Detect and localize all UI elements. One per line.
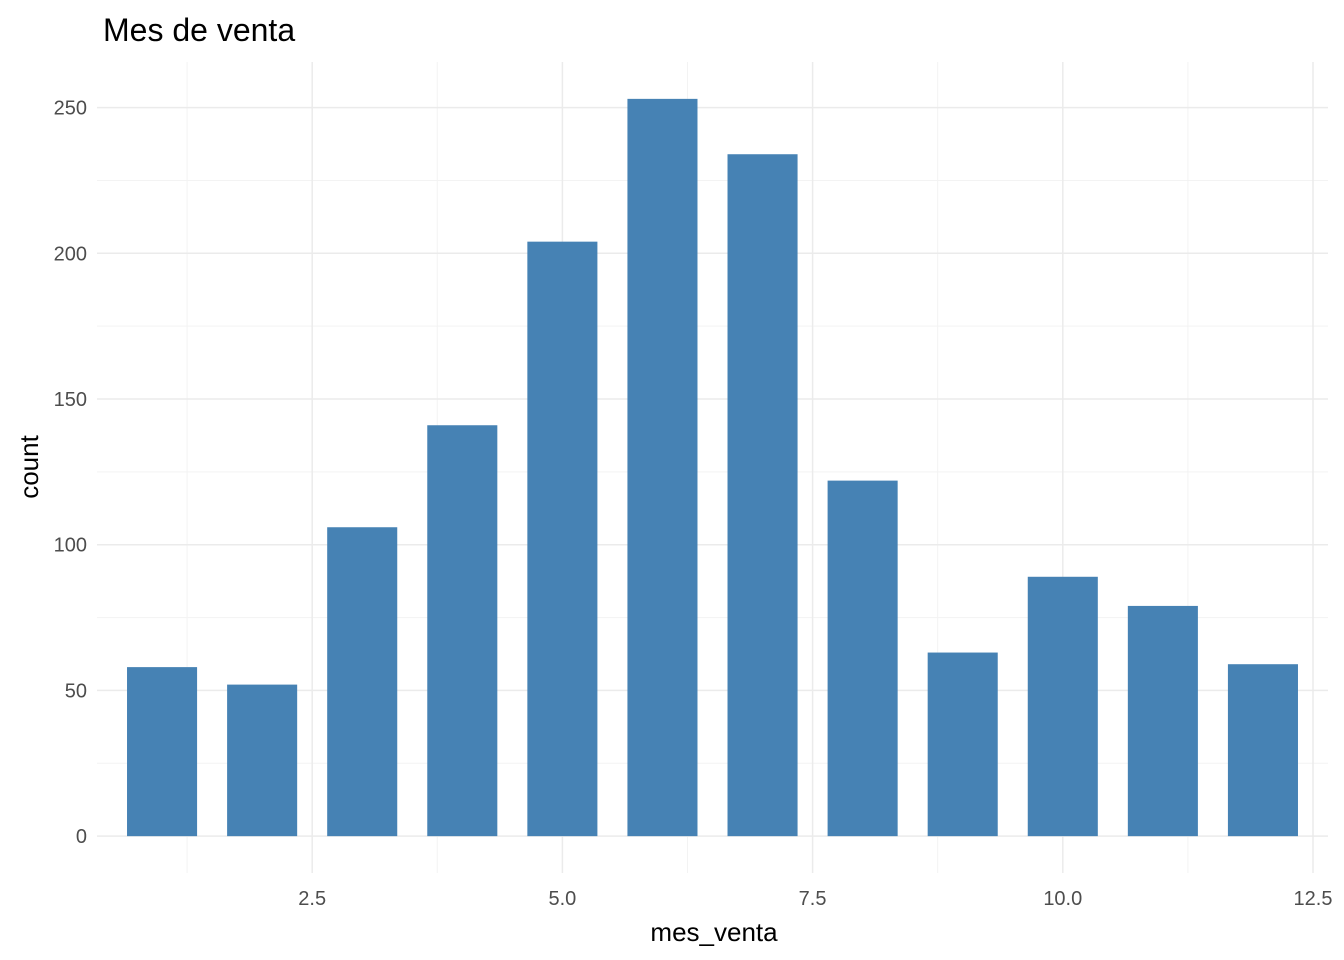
x-tick-label: 5.0 (548, 888, 576, 910)
bar-11 (1127, 605, 1198, 837)
y-axis-title: count (14, 434, 44, 498)
y-tick-label: 100 (54, 535, 87, 557)
x-tick-label: 2.5 (298, 888, 326, 910)
bar-8 (827, 480, 898, 837)
bar-6 (627, 98, 698, 837)
bar-9 (927, 652, 998, 837)
y-tick-label: 50 (65, 680, 87, 702)
bar-2 (227, 684, 298, 837)
bar-12 (1227, 664, 1298, 837)
y-tick-labels: 0 50 100 150 200 250 (54, 98, 87, 849)
x-axis-title: mes_venta (650, 917, 778, 947)
bar-1 (127, 667, 198, 837)
y-tick-label: 0 (76, 826, 87, 848)
x-tick-label: 10.0 (1043, 888, 1082, 910)
bar-5 (527, 241, 598, 837)
chart-title: Mes de venta (103, 12, 295, 48)
y-tick-label: 200 (54, 243, 87, 265)
bar-7 (727, 154, 798, 837)
bars (127, 98, 1298, 837)
x-tick-label: 7.5 (799, 888, 827, 910)
x-tick-labels: 2.5 5.0 7.5 10.0 12.5 (298, 888, 1332, 910)
bar-10 (1027, 576, 1098, 837)
y-tick-label: 150 (54, 389, 87, 411)
bar-4 (427, 425, 498, 837)
bar-3 (327, 527, 398, 837)
x-tick-label: 12.5 (1294, 888, 1333, 910)
y-tick-label: 250 (54, 98, 87, 120)
